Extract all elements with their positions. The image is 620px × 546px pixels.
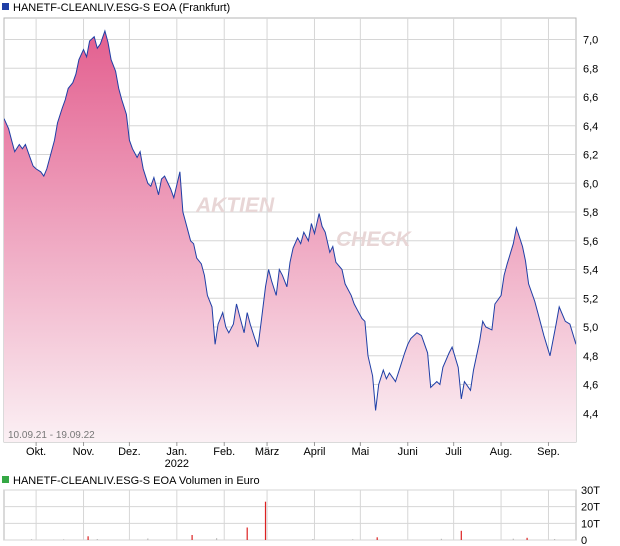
volume-bar [246, 527, 248, 540]
volume-bar [376, 537, 378, 540]
price-y-tick-label: 4,4 [583, 408, 598, 420]
price-y-tick-label: 4,8 [583, 351, 598, 363]
x-tick-label: Jan. [166, 446, 187, 458]
volume-bar [554, 539, 556, 540]
volume-bar [352, 539, 354, 540]
volume-bar [312, 539, 314, 540]
x-tick-label: Juli [445, 446, 462, 458]
x-tick-label: Sep. [537, 446, 560, 458]
date-range-label: 10.09.21 - 19.09.22 [8, 430, 95, 441]
price-y-tick-label: 7,0 [583, 35, 598, 47]
x-tick-label: Nov. [73, 446, 95, 458]
volume-y-tick-label: 10T [581, 518, 600, 530]
watermark: AKTIEN CHECK [195, 194, 413, 251]
price-x-axis: Okt. Nov. Dez. Jan.2022 Feb. März April Mai Juni… [26, 442, 560, 470]
x-tick-label: Dez. [118, 446, 141, 458]
x-tick-label: April [303, 446, 325, 458]
price-y-tick-label: 5,2 [583, 293, 598, 305]
price-y-tick-label: 5,6 [583, 236, 598, 248]
volume-bars [30, 501, 556, 540]
volume-plot-frame [3, 489, 577, 541]
price-y-tick-label: 6,4 [583, 121, 598, 133]
price-y-tick-label: 6,0 [583, 178, 598, 190]
price-legend-swatch [2, 3, 9, 10]
volume-bar [440, 538, 442, 540]
price-y-tick-label: 4,6 [583, 380, 598, 392]
price-y-tick-label: 5,0 [583, 322, 598, 334]
price-area [4, 30, 576, 442]
watermark-text-top: AKTIEN [195, 194, 275, 217]
x-tick-year-label: 2022 [165, 458, 189, 470]
volume-bar [63, 539, 65, 540]
volume-bar [147, 538, 149, 540]
x-tick-label: Okt. [26, 446, 46, 458]
volume-bar [460, 530, 462, 540]
volume-bar [264, 501, 267, 540]
volume-chart-title: HANETF-CLEANLIV.ESG-S EOA Volumen in Eur… [13, 475, 260, 487]
volume-legend-swatch [2, 476, 9, 483]
price-y-tick-label: 5,8 [583, 207, 598, 219]
watermark-text-bottom: CHECK [336, 228, 413, 251]
volume-y-tick-label: 20T [581, 502, 600, 514]
price-y-tick-label: 6,8 [583, 63, 598, 75]
x-tick-label: Aug. [490, 446, 513, 458]
x-tick-label: Mai [351, 446, 369, 458]
price-line [4, 29, 576, 411]
volume-bar [96, 539, 98, 540]
price-y-axis: 4,4 4,6 4,8 5,0 5,2 5,4 5,6 5,8 6,0 6,2 6,4 6,6 6,8 7… [583, 35, 598, 421]
volume-bar [526, 537, 528, 540]
volume-bar [191, 535, 193, 540]
volume-bar [512, 538, 514, 540]
x-tick-label: März [255, 446, 279, 458]
volume-y-axis: 30T 20T 10T 0 [581, 485, 600, 546]
x-tick-label: Juni [398, 446, 418, 458]
volume-bar [87, 536, 89, 540]
volume-y-tick-label: 0 [581, 535, 587, 546]
volume-grid [4, 489, 576, 541]
volume-y-tick-label: 30T [581, 485, 600, 497]
volume-bar [30, 539, 33, 540]
price-y-tick-label: 6,2 [583, 150, 598, 162]
volume-bar [216, 538, 218, 540]
price-y-tick-label: 5,4 [583, 265, 598, 277]
price-chart-title: HANETF-CLEANLIV.ESG-S EOA (Frankfurt) [13, 2, 230, 14]
price-y-tick-label: 6,6 [583, 92, 598, 104]
x-tick-label: Feb. [213, 446, 235, 458]
